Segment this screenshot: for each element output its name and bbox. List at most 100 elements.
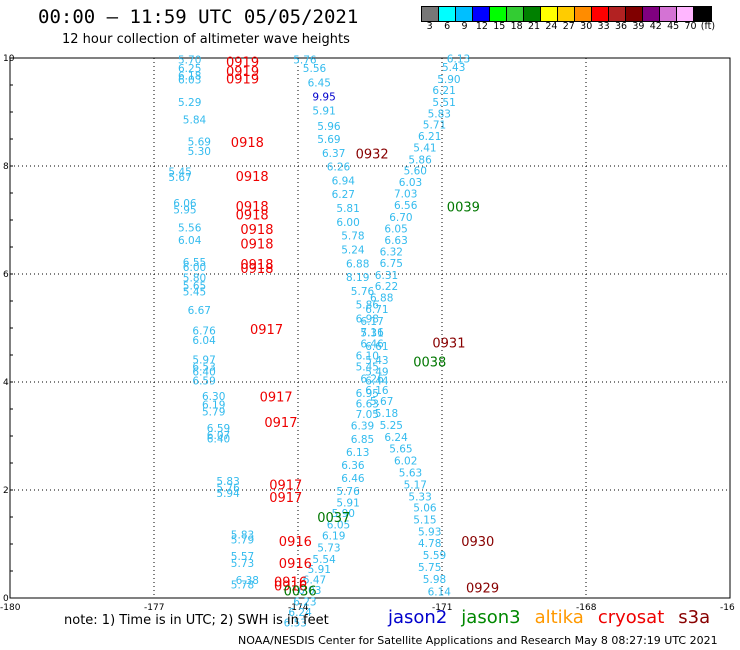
colorbar-label: (ft) [700, 21, 716, 32]
swh-value-label: 6.40 [192, 367, 215, 379]
credit-line: NOAA/NESDIS Center for Satellite Applica… [238, 634, 718, 647]
swh-value-label: 6.19 [202, 399, 225, 411]
swh-value-label: 6.38 [236, 575, 259, 587]
time-label: 0037 [317, 511, 350, 526]
y-tick-label: 8 [3, 162, 9, 172]
y-tick-label: 6 [3, 270, 9, 280]
time-label: 0930 [461, 535, 494, 550]
swh-value-label: 6.21 [418, 131, 441, 143]
swh-value-label: 5.24 [341, 244, 365, 256]
colorbar-label: 33 [597, 21, 610, 32]
colorbar-label: 3 [426, 21, 433, 32]
swh-value-label: 5.31 [360, 328, 383, 340]
swh-value-label: 6.61 [365, 341, 388, 353]
colorbar [421, 6, 712, 22]
swh-value-label: 6.04 [192, 335, 216, 347]
swh-value-label: 6.59 [192, 376, 215, 388]
swh-value-label: 5.75 [418, 562, 441, 574]
time-label: 0918 [231, 136, 264, 151]
time-label: 0917 [260, 390, 293, 405]
colorbar-swatch [524, 7, 541, 21]
x-tick-label: -177 [144, 603, 164, 613]
swh-value-label: 6.45 [308, 78, 331, 90]
swh-value-label: 6.25 [178, 63, 201, 75]
colorbar-label: 45 [667, 21, 680, 32]
swh-value-label: 5.76 [293, 54, 317, 66]
time-label: 0917 [269, 491, 302, 506]
colorbar-swatch [660, 7, 677, 21]
swh-value-label: 6.03 [399, 177, 422, 189]
swh-value-label: 5.94 [216, 488, 240, 500]
time-label: 0917 [264, 416, 297, 431]
swh-value-label: 6.98 [356, 314, 379, 326]
footnote: note: 1) Time is in UTC; 2) SWH is in fe… [64, 613, 329, 628]
swh-value-label: 5.33 [408, 491, 431, 503]
swh-value-label: 6.05 [384, 223, 407, 235]
time-label: 0916 [279, 557, 312, 572]
swh-value-label: 5.98 [423, 574, 446, 586]
colorbar-swatch [490, 7, 507, 21]
swh-value-label: 5.76 [336, 486, 360, 498]
time-label: 0918 [236, 170, 269, 185]
colorbar-labels: 3 6 9 12 15 18 21 24 27 30 33 36 39 42 45 70 (ft) [421, 21, 717, 32]
colorbar-label: 18 [510, 21, 523, 32]
swh-value-label: 6.00 [336, 217, 359, 229]
colorbar-swatch [643, 7, 660, 21]
swh-value-label: 6.85 [351, 434, 374, 446]
swh-value-label: 6.53 [284, 618, 307, 630]
colorbar-swatch [677, 7, 694, 21]
swh-value-label: 5.93 [418, 526, 441, 538]
swh-value-label: 6.17 [360, 316, 383, 328]
swh-value-label: 5.83 [428, 108, 451, 120]
swh-value-label: 6.44 [365, 376, 389, 388]
swh-value-label: 5.59 [423, 550, 446, 562]
grid-layer [10, 58, 730, 598]
time-label: 0918 [240, 238, 273, 253]
x-tick-label: -168 [576, 603, 597, 613]
swh-value-label: 5.45 [183, 287, 206, 299]
legend-item-cryosat: cryosat [597, 607, 665, 628]
swh-value-label: 5.06 [413, 503, 437, 515]
colorbar-swatch [507, 7, 524, 21]
swh-value-label: 6.19 [322, 531, 345, 543]
swh-value-label: 5.80 [183, 273, 206, 285]
swh-value-label: 6.67 [188, 305, 211, 317]
colorbar-swatch [609, 7, 626, 21]
swh-value-label: 5.63 [399, 468, 422, 480]
swh-value-label: 5.91 [308, 564, 331, 576]
time-label: 0918 [240, 223, 273, 238]
swh-value-label: 5.78 [341, 230, 364, 242]
swh-value-label: 6.03 [178, 74, 201, 86]
swh-value-label: 5.56 [303, 63, 327, 75]
time-label: 0918 [236, 200, 269, 215]
swh-value-label: 4.78 [418, 538, 441, 550]
swh-value-label: 5.67 [168, 172, 191, 184]
swh-value-label: 6.70 [389, 212, 412, 224]
swh-value-label: 6.24 [384, 432, 408, 444]
time-label: 0919 [226, 65, 259, 80]
swh-value-label: 6.13 [346, 447, 369, 459]
swh-value-label: 5.86 [356, 300, 380, 312]
y-tick-label: 10 [3, 54, 15, 64]
y-tick-label: 0 [3, 594, 9, 604]
swh-value-label: 6.40 [207, 433, 230, 445]
data-layer: 5.706.256.186.035.295.845.695.305.455.67… [168, 53, 499, 629]
legend-item-altika: altika [534, 607, 584, 628]
colorbar-label: 6 [444, 21, 451, 32]
legend-item-s3a: s3a [678, 607, 711, 628]
swh-value-label: 5.79 [231, 534, 254, 546]
swh-value-label: 6.59 [207, 423, 230, 435]
colorbar-label: 27 [562, 21, 575, 32]
swh-value-label: 5.43 [365, 355, 388, 367]
colorbar-swatch [473, 7, 490, 21]
y-tick-label: 2 [3, 486, 9, 496]
colorbar-label: 42 [649, 21, 662, 32]
swh-value-label: 6.46 [360, 338, 384, 350]
swh-value-label: 5.76 [351, 286, 375, 298]
swh-value-label: 5.45 [168, 167, 191, 179]
swh-value-label: 6.26 [327, 161, 351, 173]
swh-value-label: 6.75 [380, 258, 403, 270]
legend-item-jason3: jason3 [461, 607, 521, 628]
time-label: 0932 [356, 147, 389, 162]
time-label: 0919 [226, 56, 259, 71]
